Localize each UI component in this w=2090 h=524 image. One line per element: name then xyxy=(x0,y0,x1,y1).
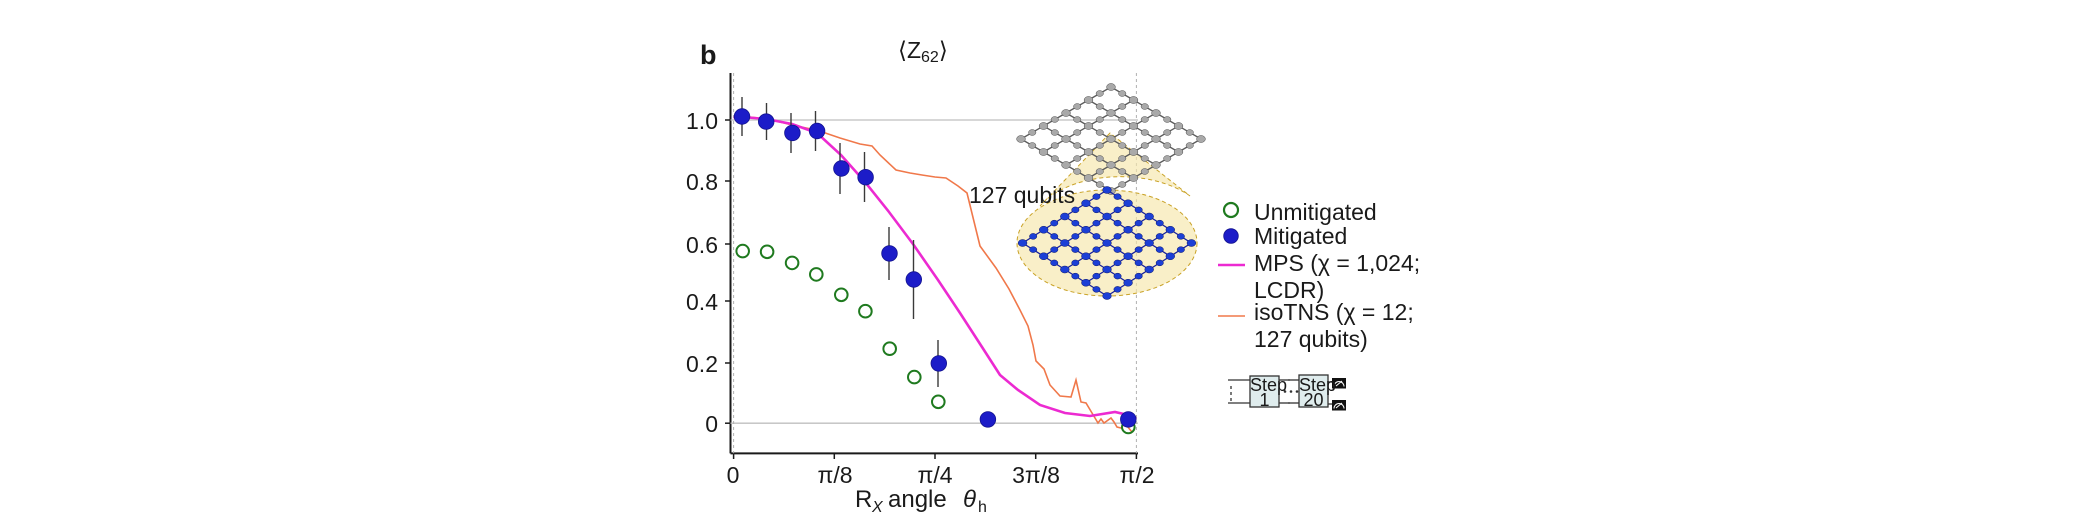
svg-text:angle: angle xyxy=(888,486,947,513)
svg-text:h: h xyxy=(978,499,987,516)
svg-text:θ: θ xyxy=(963,486,976,513)
svg-text:X: X xyxy=(871,499,884,516)
svg-text:R: R xyxy=(855,486,872,513)
